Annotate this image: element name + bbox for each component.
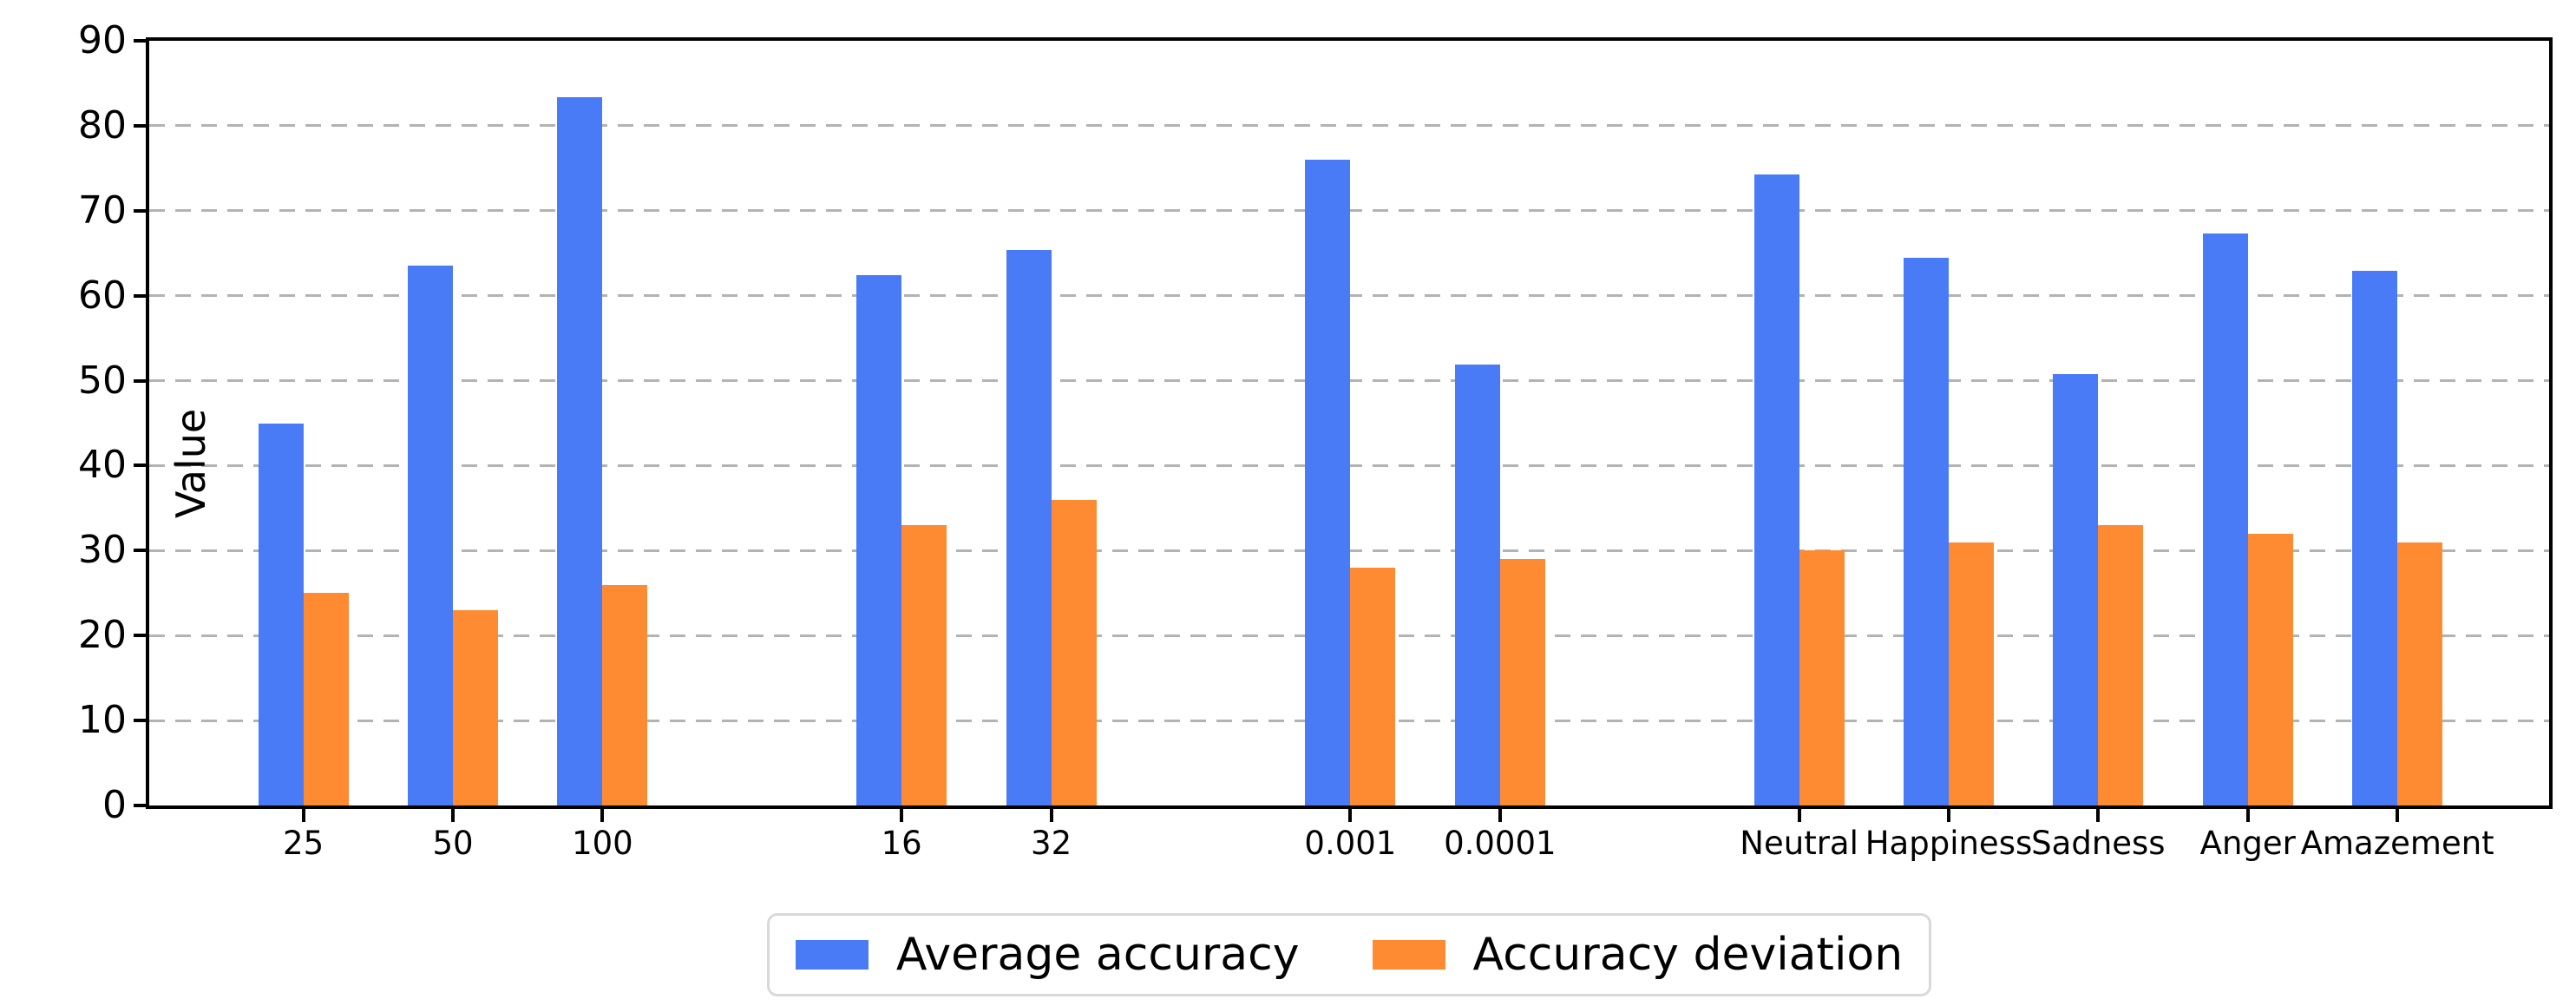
x-tick-label-Neutral: Neutral	[1740, 825, 1858, 862]
bar-dev-25	[303, 593, 349, 805]
y-tick-50	[134, 378, 146, 383]
legend-swatch-blue	[795, 940, 868, 970]
x-tick-32	[1049, 809, 1053, 822]
bar-dev-Anger	[2247, 533, 2293, 805]
x-tick-Sadness	[2096, 809, 2101, 822]
bar-dev-0.0001	[1499, 559, 1545, 805]
bar-dev-Amazement	[2397, 542, 2443, 805]
legend-label: Accuracy deviation	[1472, 929, 1904, 981]
bar-avg-100	[557, 96, 603, 805]
x-tick-label-Sadness: Sadness	[2031, 825, 2166, 862]
y-axis-title: Value	[167, 408, 214, 519]
y-tick-label-30: 30	[78, 528, 127, 573]
y-tick-label-80: 80	[78, 102, 127, 148]
y-tick-label-0: 0	[102, 783, 127, 827]
x-tick-label-0.0001: 0.0001	[1444, 825, 1557, 862]
y-tick-label-40: 40	[78, 443, 127, 488]
y-tick-20	[134, 634, 146, 638]
bar-avg-Amazement	[2352, 271, 2398, 805]
x-tick-label-0.001: 0.001	[1304, 825, 1397, 862]
x-tick-Happiness	[1947, 809, 1950, 822]
y-tick-90	[134, 39, 146, 43]
y-tick-70	[134, 208, 146, 213]
bar-dev-Sadness	[2098, 524, 2144, 805]
y-tick-30	[134, 549, 146, 553]
x-tick-label-100: 100	[572, 825, 633, 862]
legend-item-average-accuracy: Average accuracy	[795, 929, 1300, 981]
y-tick-label-50: 50	[78, 358, 127, 403]
gridline-y-80	[149, 124, 2549, 128]
x-tick-label-Anger: Anger	[2199, 825, 2296, 862]
y-tick-label-70: 70	[78, 187, 127, 233]
y-tick-80	[134, 123, 146, 128]
y-tick-label-60: 60	[78, 273, 127, 318]
bar-avg-32	[1006, 249, 1052, 805]
bar-avg-0.001	[1305, 160, 1351, 805]
x-tick-0.001	[1348, 809, 1353, 822]
x-tick-label-16: 16	[881, 825, 922, 862]
x-tick-16	[900, 809, 904, 822]
bar-avg-16	[856, 275, 902, 805]
x-tick-100	[600, 809, 605, 822]
x-tick-Neutral	[1797, 809, 1801, 822]
bar-avg-50	[408, 266, 453, 805]
x-tick-Amazement	[2396, 809, 2400, 822]
legend-item-accuracy-deviation: Accuracy deviation	[1372, 929, 1904, 981]
x-tick-label-25: 25	[283, 825, 324, 862]
x-tick-Anger	[2245, 809, 2250, 822]
y-tick-label-10: 10	[78, 698, 127, 743]
bar-avg-Neutral	[1753, 174, 1799, 805]
x-tick-0.0001	[1498, 809, 1502, 822]
bar-avg-Anger	[2202, 233, 2248, 805]
bar-dev-100	[602, 584, 648, 805]
bar-dev-Happiness	[1949, 542, 1994, 805]
y-tick-label-20: 20	[78, 613, 127, 658]
bar-avg-25	[258, 423, 304, 805]
bar-dev-32	[1051, 499, 1097, 805]
bar-avg-Sadness	[2053, 373, 2099, 805]
plot-area: 0 10 20 30 40 50 60 70 80 90 25 50 100 16 32 0.001 0.00…	[78, 22, 2553, 861]
bar-dev-16	[901, 524, 947, 805]
x-tick-label-50: 50	[432, 825, 474, 862]
x-tick-label-Amazement: Amazement	[2300, 825, 2494, 862]
legend-box: Average accuracy Accuracy deviation	[766, 913, 1932, 996]
x-tick-50	[451, 809, 455, 822]
bar-dev-50	[453, 609, 498, 805]
y-tick-0	[134, 804, 146, 807]
legend-label: Average accuracy	[895, 929, 1300, 981]
y-tick-40	[134, 464, 146, 468]
legend-container: Average accuracy Accuracy deviation	[146, 913, 2553, 996]
x-tick-label-Happiness: Happiness	[1865, 825, 2033, 862]
bar-avg-0.0001	[1454, 364, 1500, 805]
bar-avg-Happiness	[1904, 257, 1949, 805]
bar-dev-0.001	[1350, 567, 1396, 805]
x-tick-label-32: 32	[1031, 825, 1072, 862]
x-tick-25	[301, 809, 305, 822]
y-tick-10	[134, 719, 146, 723]
y-tick-60	[134, 293, 146, 298]
y-tick-label-90: 90	[78, 18, 127, 62]
bar-dev-Neutral	[1799, 550, 1845, 805]
legend-swatch-orange	[1372, 940, 1445, 970]
